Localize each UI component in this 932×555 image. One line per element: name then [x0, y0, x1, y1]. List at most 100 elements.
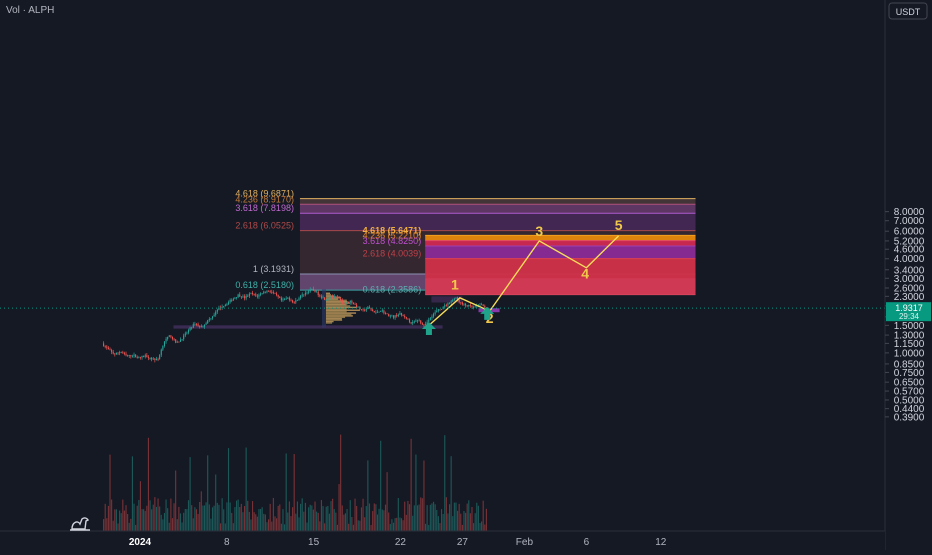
- candle-body[interactable]: [383, 310, 385, 314]
- candle-body[interactable]: [349, 300, 351, 303]
- candle-body[interactable]: [418, 320, 420, 322]
- candle-body[interactable]: [423, 324, 425, 326]
- candle-body[interactable]: [412, 321, 414, 324]
- candle-body[interactable]: [216, 309, 218, 312]
- candle-body[interactable]: [136, 357, 138, 358]
- candle-body[interactable]: [159, 355, 161, 360]
- candle-body[interactable]: [227, 302, 230, 305]
- time-axis[interactable]: 2024 8 15 22 27 Feb 6 12: [0, 530, 885, 550]
- candle-body[interactable]: [432, 313, 435, 317]
- candle-body[interactable]: [431, 316, 433, 319]
- candle-body[interactable]: [434, 312, 436, 314]
- candle-body[interactable]: [213, 314, 215, 317]
- candle-body[interactable]: [420, 320, 422, 324]
- price-tick-label[interactable]: 1.5000: [894, 321, 925, 332]
- price-tick-label[interactable]: 4.0000: [894, 254, 925, 265]
- candle-body[interactable]: [319, 295, 321, 297]
- candle-body[interactable]: [346, 301, 348, 304]
- candle-body[interactable]: [372, 309, 374, 312]
- candle-body[interactable]: [424, 323, 427, 325]
- candle-body[interactable]: [335, 296, 337, 297]
- candle-body[interactable]: [277, 295, 279, 297]
- tradingview-logo[interactable]: [70, 517, 90, 531]
- candle-body[interactable]: [181, 339, 183, 341]
- candle-body[interactable]: [232, 298, 234, 301]
- candle-body[interactable]: [258, 294, 260, 297]
- candle-body[interactable]: [247, 295, 249, 297]
- price-tick-label[interactable]: 0.5700: [894, 387, 925, 398]
- price-tick-label[interactable]: 6.0000: [894, 227, 925, 238]
- candle-body[interactable]: [163, 341, 166, 347]
- candle-body[interactable]: [184, 333, 186, 336]
- candle-body[interactable]: [300, 295, 302, 299]
- candle-body[interactable]: [460, 302, 462, 304]
- price-tick-label[interactable]: 0.6500: [894, 378, 925, 389]
- price-tick-label[interactable]: 0.5000: [894, 395, 925, 406]
- currency-badge[interactable]: [888, 2, 928, 20]
- candle-body[interactable]: [442, 306, 444, 310]
- price-tick-label[interactable]: 5.2000: [894, 236, 925, 247]
- candle-body[interactable]: [333, 296, 335, 297]
- candle-body[interactable]: [314, 289, 316, 293]
- candlesticks[interactable]: [103, 286, 487, 363]
- candle-body[interactable]: [276, 293, 278, 296]
- candle-body[interactable]: [338, 297, 340, 299]
- candle-body[interactable]: [468, 305, 470, 307]
- candle-body[interactable]: [109, 349, 111, 351]
- candle-body[interactable]: [200, 326, 202, 328]
- candle-body[interactable]: [292, 300, 294, 303]
- candle-body[interactable]: [437, 309, 439, 311]
- candle-body[interactable]: [187, 330, 190, 333]
- candle-body[interactable]: [240, 296, 242, 298]
- candle-body[interactable]: [354, 304, 356, 305]
- candle-body[interactable]: [367, 307, 369, 310]
- candle-body[interactable]: [471, 305, 473, 307]
- candle-body[interactable]: [231, 300, 233, 301]
- candle-body[interactable]: [450, 301, 452, 304]
- candle-body[interactable]: [243, 296, 246, 299]
- candle-body[interactable]: [408, 319, 411, 323]
- candle-body[interactable]: [308, 291, 310, 293]
- candle-body[interactable]: [389, 315, 391, 317]
- candle-body[interactable]: [328, 297, 330, 299]
- candle-body[interactable]: [245, 295, 247, 299]
- candle-body[interactable]: [237, 294, 239, 298]
- current-price-badge[interactable]: [886, 302, 931, 322]
- candle-body[interactable]: [123, 353, 125, 355]
- candle-body[interactable]: [117, 352, 119, 354]
- time-tick-label[interactable]: 2024: [129, 537, 152, 548]
- time-tick-label[interactable]: 8: [224, 537, 230, 548]
- candle-body[interactable]: [312, 288, 314, 290]
- candle-body[interactable]: [127, 355, 129, 357]
- candle-body[interactable]: [356, 304, 358, 308]
- candle-body[interactable]: [455, 297, 457, 299]
- candle-body[interactable]: [324, 297, 326, 300]
- time-tick-label[interactable]: 22: [395, 537, 407, 548]
- candle-body[interactable]: [155, 358, 158, 360]
- candle-body[interactable]: [402, 315, 404, 317]
- candle-body[interactable]: [157, 358, 159, 360]
- candle-body[interactable]: [330, 296, 332, 298]
- price-tick-label[interactable]: 1.3000: [894, 331, 925, 342]
- candle-body[interactable]: [364, 309, 366, 311]
- candle-body[interactable]: [284, 299, 286, 301]
- candle-body[interactable]: [285, 298, 287, 300]
- price-tick-label[interactable]: 0.3900: [894, 412, 925, 423]
- candle-body[interactable]: [481, 304, 483, 306]
- candle-body[interactable]: [256, 295, 258, 297]
- candle-body[interactable]: [384, 313, 387, 314]
- candle-body[interactable]: [388, 314, 390, 317]
- candle-body[interactable]: [359, 306, 361, 310]
- candle-body[interactable]: [208, 318, 210, 321]
- candle-body[interactable]: [376, 311, 379, 313]
- candle-body[interactable]: [170, 335, 172, 337]
- candle-body[interactable]: [445, 305, 447, 307]
- candle-body[interactable]: [229, 300, 231, 303]
- price-tick-label[interactable]: 4.6000: [894, 245, 925, 256]
- candle-body[interactable]: [474, 306, 476, 308]
- price-tick-label[interactable]: 0.4400: [894, 404, 925, 415]
- candle-body[interactable]: [179, 339, 182, 342]
- candle-body[interactable]: [332, 296, 334, 298]
- candle-body[interactable]: [295, 300, 297, 303]
- time-tick-label[interactable]: 15: [308, 537, 320, 548]
